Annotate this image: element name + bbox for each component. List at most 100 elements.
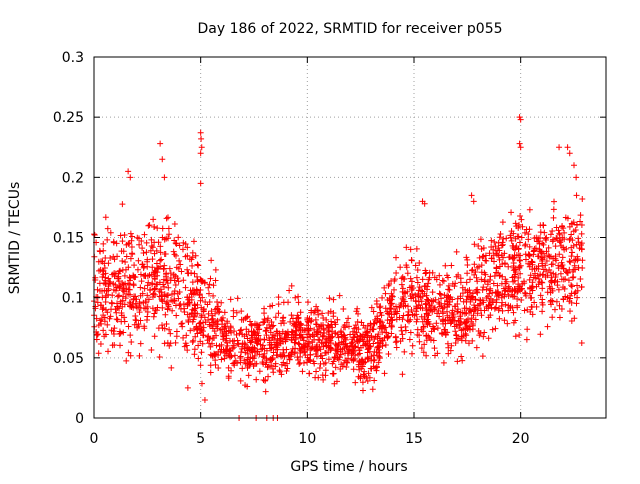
data-point bbox=[352, 379, 359, 386]
data-point bbox=[485, 314, 492, 321]
data-point bbox=[231, 352, 238, 359]
data-point bbox=[163, 215, 170, 222]
data-point bbox=[393, 316, 400, 323]
data-point bbox=[421, 200, 428, 207]
data-point bbox=[154, 304, 161, 311]
data-point bbox=[159, 156, 166, 163]
data-point bbox=[101, 264, 108, 271]
data-point bbox=[132, 316, 139, 323]
data-point bbox=[477, 236, 484, 243]
data-point bbox=[345, 323, 352, 330]
data-point bbox=[578, 340, 585, 347]
data-point bbox=[140, 249, 147, 256]
data-point bbox=[477, 300, 484, 307]
data-point bbox=[482, 257, 489, 264]
data-point bbox=[393, 269, 400, 276]
data-point bbox=[537, 248, 544, 255]
data-point bbox=[556, 314, 563, 321]
data-point bbox=[401, 348, 408, 355]
data-point bbox=[386, 306, 393, 313]
data-point bbox=[504, 320, 511, 327]
data-point bbox=[159, 322, 166, 329]
data-point bbox=[272, 363, 279, 370]
data-point bbox=[256, 322, 263, 329]
data-point bbox=[558, 276, 565, 283]
data-point bbox=[330, 370, 337, 377]
data-point bbox=[213, 332, 220, 339]
data-point bbox=[343, 319, 350, 326]
data-point bbox=[214, 305, 221, 312]
data-point bbox=[568, 220, 575, 227]
data-point bbox=[210, 282, 217, 289]
data-point bbox=[503, 235, 510, 242]
data-point bbox=[325, 356, 332, 363]
data-point bbox=[569, 249, 576, 256]
data-point bbox=[375, 352, 382, 359]
data-point bbox=[506, 254, 513, 261]
data-point bbox=[136, 352, 143, 359]
data-point bbox=[128, 243, 135, 250]
data-point bbox=[453, 331, 460, 338]
data-point bbox=[568, 282, 575, 289]
data-point bbox=[201, 314, 208, 321]
data-point bbox=[359, 356, 366, 363]
data-point bbox=[355, 326, 362, 333]
data-point bbox=[207, 369, 214, 376]
data-point bbox=[423, 292, 430, 299]
data-point bbox=[264, 317, 271, 324]
data-point bbox=[208, 316, 215, 323]
data-point bbox=[330, 309, 337, 316]
data-point bbox=[579, 195, 586, 202]
data-point bbox=[537, 271, 544, 278]
data-point bbox=[479, 353, 486, 360]
data-point bbox=[483, 286, 490, 293]
data-point bbox=[539, 296, 546, 303]
data-point bbox=[532, 275, 539, 282]
data-point bbox=[199, 294, 206, 301]
data-point bbox=[260, 377, 267, 384]
data-point bbox=[496, 272, 503, 279]
data-point bbox=[153, 281, 160, 288]
data-point bbox=[176, 257, 183, 264]
data-point bbox=[551, 306, 558, 313]
data-point bbox=[141, 285, 148, 292]
data-point bbox=[109, 271, 116, 278]
data-point bbox=[564, 144, 571, 151]
data-point bbox=[466, 276, 473, 283]
data-point bbox=[197, 129, 204, 136]
data-point bbox=[296, 332, 303, 339]
data-point bbox=[548, 261, 555, 268]
data-point bbox=[355, 363, 362, 370]
data-point bbox=[189, 287, 196, 294]
data-point bbox=[445, 350, 452, 357]
data-point bbox=[501, 317, 508, 324]
data-point bbox=[104, 225, 111, 232]
data-point bbox=[113, 316, 120, 323]
data-point bbox=[278, 371, 285, 378]
data-point bbox=[156, 354, 163, 361]
data-point bbox=[224, 342, 231, 349]
data-point bbox=[215, 348, 222, 355]
data-point bbox=[510, 309, 517, 316]
data-point bbox=[180, 239, 187, 246]
data-point bbox=[494, 251, 501, 258]
data-point bbox=[351, 355, 358, 362]
data-point bbox=[480, 284, 487, 291]
data-point bbox=[114, 275, 121, 282]
data-point bbox=[440, 278, 447, 285]
data-point bbox=[446, 295, 453, 302]
data-point bbox=[275, 294, 282, 301]
data-point bbox=[166, 265, 173, 272]
data-point bbox=[359, 336, 366, 343]
data-point bbox=[555, 286, 562, 293]
data-point bbox=[245, 344, 252, 351]
data-point bbox=[345, 355, 352, 362]
data-point bbox=[413, 245, 420, 252]
data-point bbox=[370, 320, 377, 327]
data-point bbox=[270, 369, 277, 376]
data-point bbox=[520, 278, 527, 285]
data-point bbox=[570, 274, 577, 281]
data-point bbox=[377, 318, 384, 325]
data-point bbox=[335, 334, 342, 341]
data-point bbox=[445, 274, 452, 281]
